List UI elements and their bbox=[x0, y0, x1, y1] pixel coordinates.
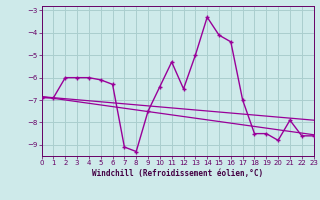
X-axis label: Windchill (Refroidissement éolien,°C): Windchill (Refroidissement éolien,°C) bbox=[92, 169, 263, 178]
